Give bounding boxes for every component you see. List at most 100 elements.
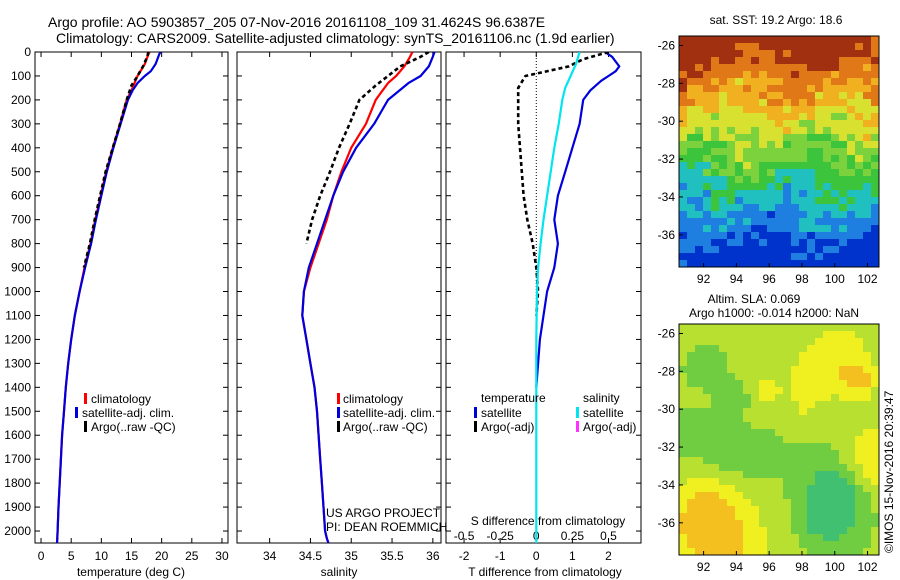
x-tick-label: 30 <box>215 549 229 563</box>
sla-cell <box>823 471 831 478</box>
sst-cell <box>783 239 791 246</box>
sla-cell <box>791 457 799 464</box>
sst-cell <box>703 113 711 120</box>
sst-cell <box>783 78 791 85</box>
sla-cell <box>871 429 879 436</box>
sst-cell <box>735 218 743 225</box>
sla-cell <box>831 527 839 534</box>
sst-cell <box>855 253 863 260</box>
sla-cell <box>815 380 823 387</box>
sla-cell <box>759 541 767 548</box>
sla-cell <box>727 380 735 387</box>
sst-cell <box>815 218 823 225</box>
sla-cell <box>775 422 783 429</box>
sst-cell <box>791 106 799 113</box>
sla-cell <box>791 324 799 331</box>
sla-cell <box>687 415 695 422</box>
sla-cell <box>847 527 855 534</box>
sla-cell <box>855 331 863 338</box>
sst-cell <box>703 190 711 197</box>
sst-cell <box>855 50 863 57</box>
sla-cell <box>735 450 743 457</box>
sla-cell <box>679 373 687 380</box>
sst-cell <box>775 64 783 71</box>
sla-cell <box>735 352 743 359</box>
sla-cell <box>847 457 855 464</box>
sla-cell <box>767 457 775 464</box>
sst-cell <box>679 155 687 162</box>
sst-cell <box>799 162 807 169</box>
sla-cell <box>775 352 783 359</box>
map-y-tick-label: -32 <box>658 152 676 166</box>
sst-cell <box>735 106 743 113</box>
sst-cell <box>855 71 863 78</box>
sla-cell <box>767 534 775 541</box>
sst-cell <box>839 246 847 253</box>
sst-cell <box>767 162 775 169</box>
sst-cell <box>751 225 759 232</box>
salinity-panel <box>236 51 442 544</box>
sla-cell <box>759 380 767 387</box>
sla-cell <box>823 331 831 338</box>
sst-cell <box>711 190 719 197</box>
sst-cell <box>799 197 807 204</box>
sst-cell <box>815 169 823 176</box>
sst-cell <box>727 253 735 260</box>
sst-cell <box>783 211 791 218</box>
sla-cell <box>783 366 791 373</box>
sst-cell <box>679 50 687 57</box>
sla-cell <box>807 415 815 422</box>
sst-cell <box>767 134 775 141</box>
sst-cell <box>751 141 759 148</box>
sla-cell <box>711 408 719 415</box>
sla-cell <box>871 534 879 541</box>
sla-cell <box>711 527 719 534</box>
sst-cell <box>775 134 783 141</box>
sla-cell <box>839 457 847 464</box>
sla-cell <box>775 471 783 478</box>
sst-cell <box>727 155 735 162</box>
sla-cell <box>767 450 775 457</box>
sla-cell <box>775 506 783 513</box>
sla-cell <box>807 457 815 464</box>
sla-cell <box>711 478 719 485</box>
sst-cell <box>791 225 799 232</box>
y-tick-label: 1700 <box>4 452 31 466</box>
sla-cell <box>703 513 711 520</box>
sst-cell <box>767 99 775 106</box>
sla-cell <box>791 534 799 541</box>
sst-cell <box>815 239 823 246</box>
sla-cell <box>815 520 823 527</box>
sst-cell <box>743 50 751 57</box>
sst-cell <box>743 85 751 92</box>
sst-cell <box>687 57 695 64</box>
sst-cell <box>751 50 759 57</box>
sst-cell <box>751 155 759 162</box>
sst-cell <box>775 113 783 120</box>
sla-cell <box>711 373 719 380</box>
sst-cell <box>839 232 847 239</box>
sst-cell <box>791 99 799 106</box>
sst-cell <box>743 141 751 148</box>
sst-cell <box>695 106 703 113</box>
sla-cell <box>711 387 719 394</box>
sst-cell <box>823 218 831 225</box>
series-line-temperature-satellite <box>535 52 621 388</box>
sla-cell <box>711 352 719 359</box>
sla-cell <box>679 429 687 436</box>
sst-cell <box>783 64 791 71</box>
sst-cell <box>719 253 727 260</box>
sst-cell <box>863 148 871 155</box>
sst-cell <box>775 141 783 148</box>
sst-cell <box>831 169 839 176</box>
sst-cell <box>815 260 823 267</box>
sla-cell <box>743 366 751 373</box>
map-y-tick-label: -28 <box>658 76 676 90</box>
sst-cell <box>839 85 847 92</box>
series-line-argo-raw-qc- <box>305 52 430 244</box>
sla-cell <box>783 415 791 422</box>
sla-cell <box>727 506 735 513</box>
sla-cell <box>863 380 871 387</box>
sst-cell <box>719 162 727 169</box>
sla-cell <box>743 443 751 450</box>
